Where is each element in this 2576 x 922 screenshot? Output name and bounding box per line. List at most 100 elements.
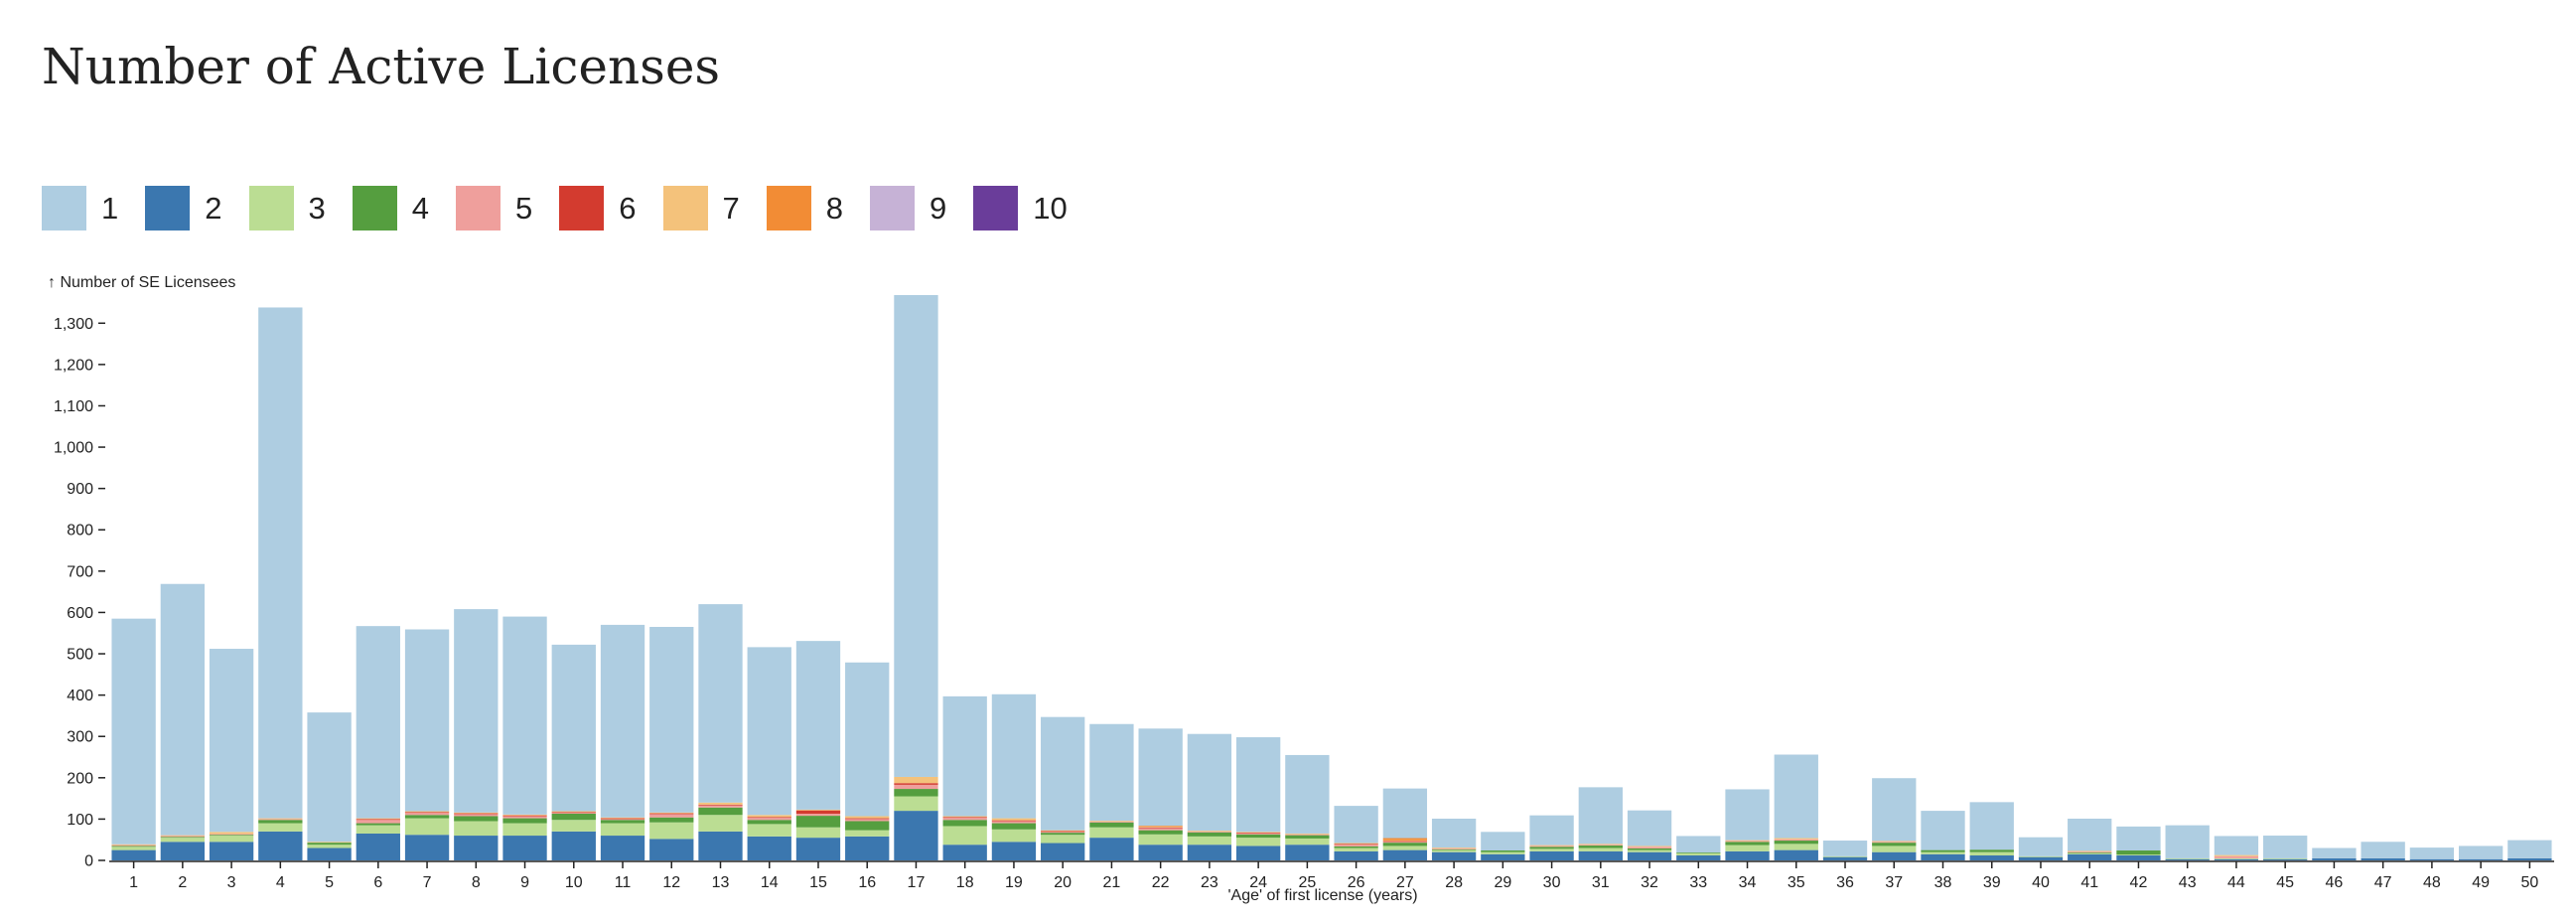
legend-item-9: 9 <box>870 186 946 230</box>
bar-segment-5 <box>160 836 206 838</box>
x-tick-label: 22 <box>1152 874 1170 891</box>
bar-segment-3 <box>1481 851 1525 854</box>
y-tick-label: 200 <box>67 770 93 787</box>
bar-segment-6 <box>845 818 890 820</box>
legend-label: 3 <box>308 190 326 226</box>
x-tick-label: 1 <box>129 874 138 891</box>
x-tick-label: 33 <box>1689 874 1707 891</box>
bar-segment-6 <box>991 820 1037 822</box>
bar-segment-1 <box>894 294 938 777</box>
x-tick-label: 35 <box>1788 874 1805 891</box>
bar-stack-3 <box>209 649 254 860</box>
bar-segment-6 <box>747 817 791 819</box>
bar-segment-7 <box>356 818 400 820</box>
bar-segment-3 <box>600 823 645 837</box>
bar-segment-2 <box>502 836 547 860</box>
bar-segment-4 <box>1969 849 2014 852</box>
bar-segment-1 <box>356 626 400 819</box>
bar-segment-6 <box>1138 827 1183 829</box>
bar-segment-1 <box>2263 836 2308 858</box>
bar-segment-1 <box>2312 847 2357 858</box>
bar-segment-1 <box>2165 825 2210 858</box>
x-tick-label: 39 <box>1983 874 2001 891</box>
bar-segment-7 <box>991 818 1037 821</box>
bar-segment-3 <box>258 823 303 832</box>
bar-segment-1 <box>1822 841 1868 856</box>
bar-segment-2 <box>1578 850 1623 860</box>
bar-segment-5 <box>894 784 938 790</box>
x-tick-label: 17 <box>908 874 926 891</box>
bar-segment-2 <box>307 847 352 860</box>
bar-stack-15 <box>795 641 841 860</box>
bar-segment-1 <box>111 618 156 845</box>
bar-segment-6 <box>1041 831 1085 833</box>
bar-stack-44 <box>2214 836 2259 860</box>
x-tick-label: 19 <box>1005 874 1023 891</box>
bar-segment-5 <box>2068 851 2112 853</box>
bar-segment-6 <box>649 813 694 815</box>
legend-label: 10 <box>1033 190 1068 226</box>
y-tick-label: 400 <box>67 688 93 704</box>
x-tick-label: 6 <box>373 874 382 891</box>
bar-segment-5 <box>1774 839 1818 842</box>
bar-segment-6 <box>1334 844 1378 845</box>
bar-segment-3 <box>1431 849 1477 852</box>
legend-label: 2 <box>205 190 222 226</box>
bar-segment-3 <box>1725 845 1770 851</box>
bar-stack-39 <box>1969 802 2014 860</box>
bar-segment-2 <box>160 842 206 860</box>
bar-segment-1 <box>2214 836 2259 855</box>
bar-segment-1 <box>1529 815 1574 845</box>
bar-segment-3 <box>551 820 596 832</box>
bar-segment-3 <box>2018 855 2064 857</box>
x-tick-label: 12 <box>662 874 680 891</box>
bar-segment-1 <box>1872 778 1917 842</box>
x-tick-label: 32 <box>1641 874 1658 891</box>
chart-title: Number of Active Licenses <box>42 38 721 95</box>
bar-segment-6 <box>600 818 645 820</box>
bar-segment-4 <box>404 815 450 819</box>
bar-segment-7 <box>698 802 743 805</box>
x-tick-label: 25 <box>1298 874 1316 891</box>
bar-segment-5 <box>551 813 596 814</box>
bar-segment-2 <box>1872 851 1917 860</box>
bar-segment-4 <box>698 807 743 816</box>
bar-stack-41 <box>2068 818 2112 860</box>
x-tick-label: 42 <box>2130 874 2148 891</box>
bar-segment-7 <box>1627 845 1672 847</box>
bar-segment-3 <box>991 829 1037 843</box>
bar-stack-11 <box>600 624 645 860</box>
bar-segment-4 <box>1921 849 1965 852</box>
bar-segment-2 <box>2214 858 2259 860</box>
legend-label: 8 <box>825 190 843 226</box>
bar-segment-3 <box>2214 857 2259 859</box>
bar-segment-1 <box>1041 716 1085 831</box>
bar-stack-50 <box>2507 840 2552 860</box>
x-tick-label: 18 <box>956 874 974 891</box>
bar-segment-5 <box>258 819 303 821</box>
bar-segment-2 <box>1089 838 1134 860</box>
legend-item-4: 4 <box>352 186 429 230</box>
x-tick-label: 34 <box>1739 874 1757 891</box>
bar-segment-1 <box>1921 811 1965 850</box>
bar-segment-5 <box>991 821 1037 824</box>
bar-segment-3 <box>1382 845 1428 850</box>
bar-segment-2 <box>2068 853 2112 860</box>
bar-segment-5 <box>1529 845 1574 847</box>
bar-segment-4 <box>111 845 156 847</box>
bar-segment-7 <box>1431 847 1477 848</box>
bar-segment-2 <box>2507 857 2552 860</box>
bar-segment-1 <box>209 649 254 833</box>
bar-segment-1 <box>1676 836 1721 853</box>
bar-segment-1 <box>942 695 987 817</box>
bar-segment-5 <box>698 805 743 808</box>
bar-stack-47 <box>2361 842 2405 860</box>
bar-segment-5 <box>649 814 694 818</box>
bar-segment-1 <box>1187 733 1232 832</box>
bar-segment-6 <box>698 804 743 806</box>
bar-segment-7 <box>1872 841 1917 843</box>
x-tick-label: 49 <box>2472 874 2490 891</box>
x-tick-label: 5 <box>325 874 334 891</box>
bar-segment-4 <box>454 816 499 822</box>
